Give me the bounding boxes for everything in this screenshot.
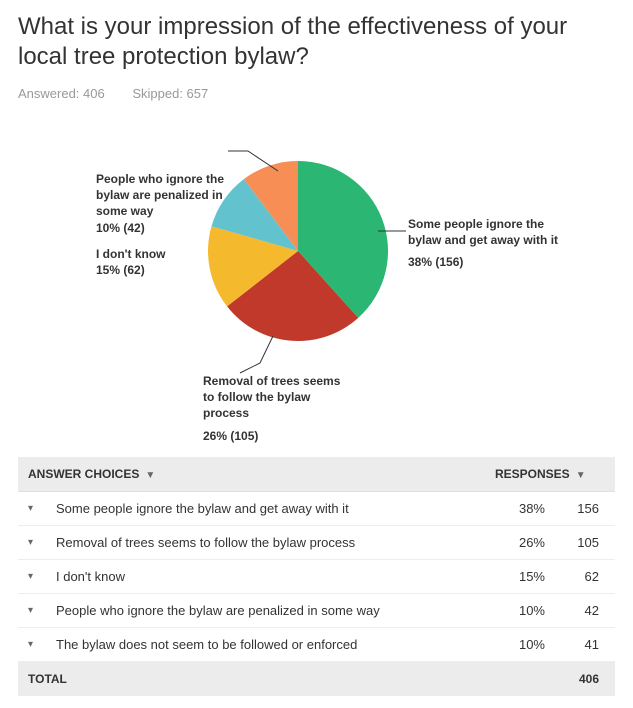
col-answer-choices[interactable]: ANSWER CHOICES▼ [18,457,485,492]
sort-caret-icon: ▼ [145,470,155,481]
sort-caret-icon: ▼ [576,470,586,481]
chart-label: I don't know15% (62) [96,246,216,278]
total-label: TOTAL [18,662,555,697]
choice-count: 41 [555,628,615,662]
choice-count: 156 [555,492,615,526]
col-responses[interactable]: RESPONSES▼ [485,457,615,492]
choice-label: Removal of trees seems to follow the byl… [46,526,485,560]
choice-percent: 38% [485,492,555,526]
chart-label: People who ignore the bylaw are penalize… [96,171,236,236]
choice-count: 62 [555,560,615,594]
choice-count: 105 [555,526,615,560]
choice-percent: 26% [485,526,555,560]
table-row[interactable]: ▾Removal of trees seems to follow the by… [18,526,615,560]
choice-percent: 10% [485,594,555,628]
choice-count: 42 [555,594,615,628]
results-table: ANSWER CHOICES▼ RESPONSES▼ ▾Some people … [18,457,615,696]
choice-label: Some people ignore the bylaw and get awa… [46,492,485,526]
expand-caret-icon[interactable]: ▾ [18,492,46,526]
table-row[interactable]: ▾The bylaw does not seem to be followed … [18,628,615,662]
choice-label: I don't know [46,560,485,594]
leader-line [240,336,273,373]
chart-label: Some people ignore the bylaw and get awa… [408,216,568,271]
choice-label: People who ignore the bylaw are penalize… [46,594,485,628]
choice-percent: 15% [485,560,555,594]
expand-caret-icon[interactable]: ▾ [18,526,46,560]
table-row[interactable]: ▾Some people ignore the bylaw and get aw… [18,492,615,526]
table-row[interactable]: ▾People who ignore the bylaw are penaliz… [18,594,615,628]
skipped-count: Skipped: 657 [132,86,208,101]
chart-label: Removal of trees seems to follow the byl… [203,373,353,444]
choice-label: The bylaw does not seem to be followed o… [46,628,485,662]
response-meta: Answered: 406 Skipped: 657 [18,86,615,101]
question-title: What is your impression of the effective… [18,12,615,72]
expand-caret-icon[interactable]: ▾ [18,560,46,594]
expand-caret-icon[interactable]: ▾ [18,628,46,662]
expand-caret-icon[interactable]: ▾ [18,594,46,628]
table-row[interactable]: ▾I don't know15%62 [18,560,615,594]
total-count: 406 [555,662,615,697]
answered-count: Answered: 406 [18,86,105,101]
choice-percent: 10% [485,628,555,662]
pie-chart: Some people ignore the bylaw and get awa… [18,121,615,451]
